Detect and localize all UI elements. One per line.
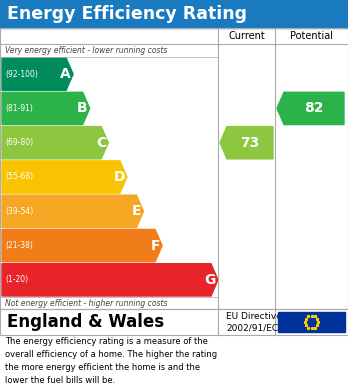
- Text: EU Directive
2002/91/EC: EU Directive 2002/91/EC: [226, 312, 282, 332]
- Text: Potential: Potential: [290, 31, 333, 41]
- Text: Very energy efficient - lower running costs: Very energy efficient - lower running co…: [5, 46, 167, 55]
- Text: (39-54): (39-54): [5, 207, 33, 216]
- Text: England & Wales: England & Wales: [7, 313, 164, 331]
- Text: A: A: [60, 67, 71, 81]
- Text: (69-80): (69-80): [5, 138, 33, 147]
- Bar: [278, 312, 345, 332]
- Text: E: E: [132, 204, 142, 218]
- Text: D: D: [113, 170, 125, 184]
- Bar: [0, 0, 348, 28]
- Text: B: B: [77, 101, 88, 115]
- Polygon shape: [2, 264, 218, 296]
- Text: (1-20): (1-20): [5, 275, 28, 284]
- Text: (92-100): (92-100): [5, 70, 38, 79]
- Polygon shape: [2, 230, 162, 262]
- Text: (81-91): (81-91): [5, 104, 33, 113]
- Polygon shape: [220, 127, 273, 159]
- Text: Not energy efficient - higher running costs: Not energy efficient - higher running co…: [5, 298, 167, 307]
- Text: Energy Efficiency Rating: Energy Efficiency Rating: [7, 5, 247, 23]
- Text: 82: 82: [304, 101, 324, 115]
- Bar: [0, 28, 348, 309]
- Text: (21-38): (21-38): [5, 241, 33, 250]
- Polygon shape: [2, 92, 90, 125]
- Text: G: G: [205, 273, 216, 287]
- Polygon shape: [2, 161, 127, 193]
- Bar: [0, 309, 348, 335]
- Text: Current: Current: [228, 31, 265, 41]
- Polygon shape: [2, 127, 108, 159]
- Polygon shape: [2, 58, 73, 90]
- Text: The energy efficiency rating is a measure of the
overall efficiency of a home. T: The energy efficiency rating is a measur…: [5, 337, 217, 385]
- Polygon shape: [277, 92, 344, 125]
- Polygon shape: [2, 195, 143, 228]
- Text: F: F: [151, 239, 160, 253]
- Text: 73: 73: [240, 136, 260, 150]
- Text: C: C: [96, 136, 106, 150]
- Text: (55-68): (55-68): [5, 172, 33, 181]
